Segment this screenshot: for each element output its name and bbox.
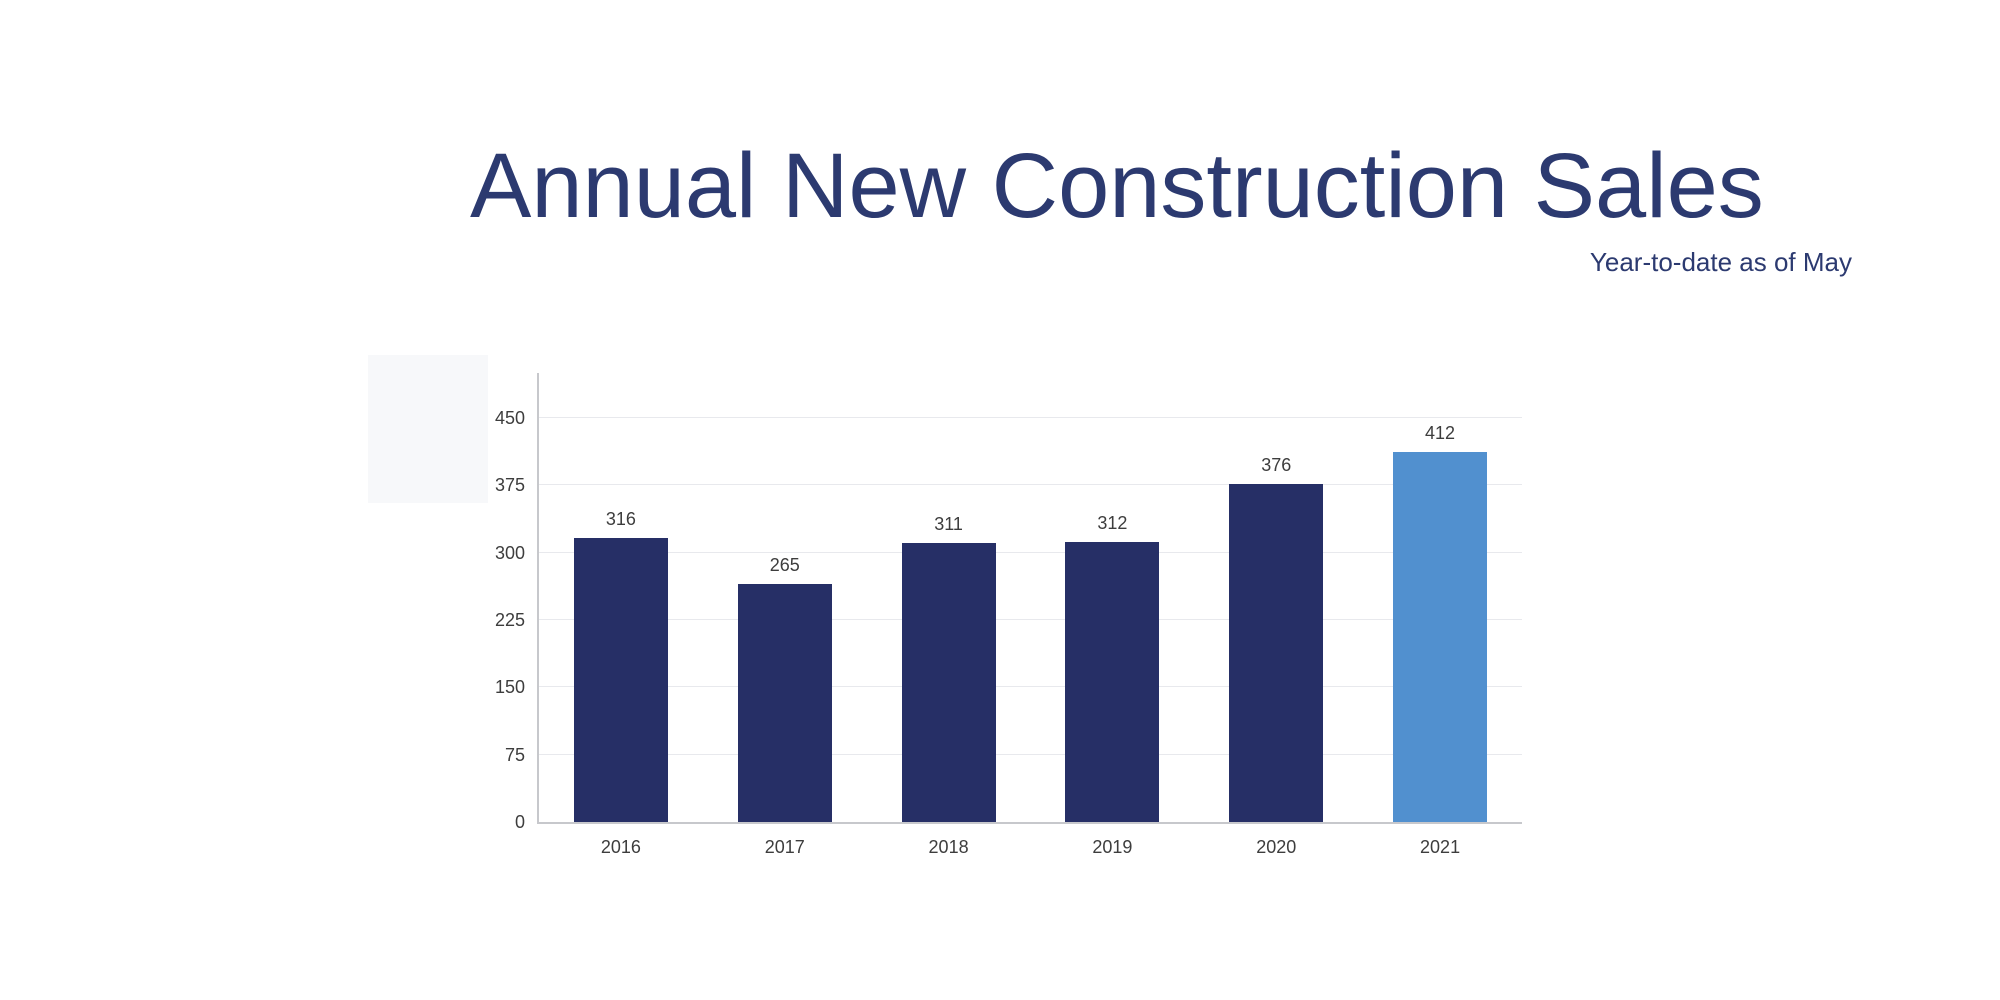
x-tick-label: 2017 — [764, 837, 805, 857]
x-tick-label: 2021 — [1420, 837, 1461, 857]
bar-slot: 265 — [703, 373, 867, 822]
bar-2019 — [1065, 541, 1160, 822]
bar-value-label: 316 — [605, 509, 636, 530]
x-tick-label: 2018 — [928, 837, 969, 857]
background-artifact — [368, 355, 488, 503]
chart-title: Annual New Construction Sales — [470, 135, 1764, 237]
y-tick-label: 225 — [494, 609, 525, 630]
gridline — [539, 416, 1522, 418]
gridline — [539, 686, 1522, 688]
gridline — [539, 753, 1522, 755]
bar-slot: 376 — [1194, 373, 1358, 822]
x-tick-label: 2019 — [1092, 837, 1133, 857]
bars-row: 316 265 311 312 376 412 — [539, 373, 1522, 822]
bar-slot: 311 — [867, 373, 1031, 822]
gridline — [539, 484, 1522, 486]
y-tick-label: 75 — [504, 744, 525, 765]
bar-2018 — [901, 542, 996, 822]
gridline — [539, 618, 1522, 620]
y-tick-label: 150 — [494, 677, 525, 698]
bar-value-label: 265 — [769, 555, 800, 576]
plot-area: 0 75 150 225 300 375 450 316 265 311 312 376 412 — [495, 373, 1522, 831]
bar-value-label: 311 — [934, 513, 963, 534]
y-tick-label: 450 — [494, 407, 525, 428]
bar-2016 — [573, 538, 668, 822]
x-tick-label: 2016 — [600, 837, 641, 857]
bar-value-label: 376 — [1261, 455, 1292, 476]
x-tick-label: 2020 — [1256, 837, 1297, 857]
bar-slot: 312 — [1030, 373, 1194, 822]
y-tick-label: 0 — [514, 812, 525, 832]
x-axis-labels: 2016 2017 2018 2019 2020 2021 — [539, 838, 1522, 856]
bar-value-label: 312 — [1097, 512, 1128, 533]
y-axis-labels: 0 75 150 225 300 375 450 — [465, 373, 525, 831]
bar-2017 — [737, 584, 832, 822]
bar-slot: 412 — [1358, 373, 1522, 822]
y-tick-label: 300 — [494, 542, 525, 563]
chart-subtitle: Year-to-date as of May — [1589, 247, 1852, 277]
gridline — [539, 551, 1522, 553]
bar-2020 — [1229, 484, 1324, 822]
bar-2021 — [1393, 452, 1488, 822]
bar-chart: 0 75 150 225 300 375 450 316 265 311 312 376 412 20… — [495, 373, 1522, 856]
bar-value-label: 412 — [1425, 423, 1456, 444]
bar-slot: 316 — [539, 373, 703, 822]
y-tick-label: 375 — [494, 475, 525, 496]
